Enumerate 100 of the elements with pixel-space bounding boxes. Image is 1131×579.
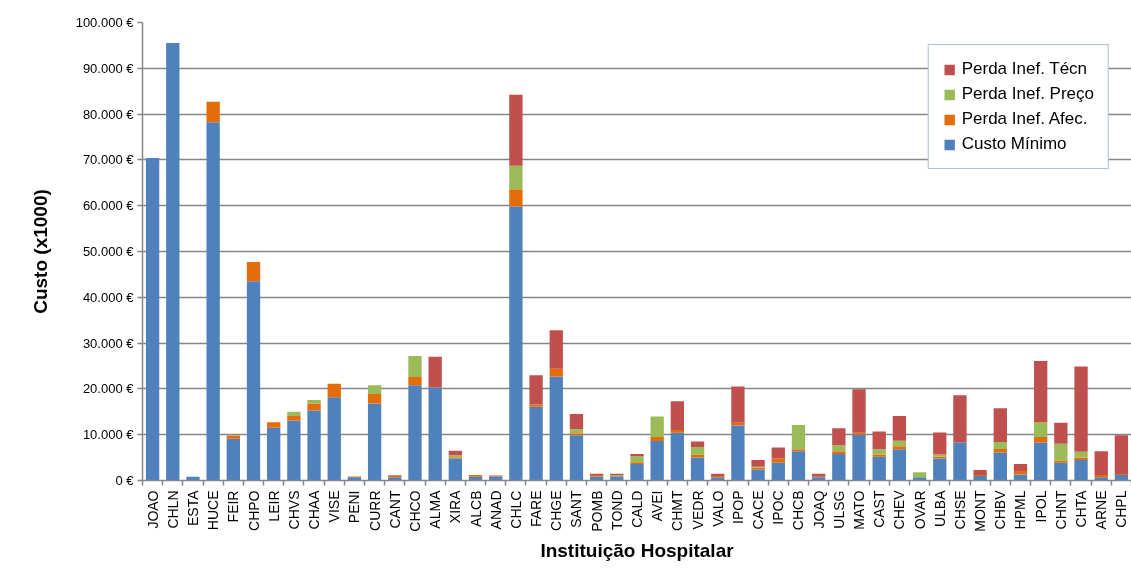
x-tick-label: IPOP [729,490,746,524]
bar [569,429,584,434]
x-tick-label: CHCO [406,490,423,532]
x-tick-label: ESTA [184,489,201,527]
x-tick-label: ANAD [487,490,504,530]
bar [307,403,321,411]
bar [751,469,765,481]
x-tick-label: CALD [629,490,645,528]
bar [690,454,705,458]
bar [650,436,664,442]
x-tick-label: SANT [568,490,585,528]
bar [892,446,907,450]
legend-label: Perda Inef. Afec. [961,109,1088,129]
bar [690,457,705,481]
bar [973,469,987,475]
bar [327,383,341,398]
bar [912,477,927,481]
x-axis-title: Instituição Hospitalar [540,539,735,561]
x-tick-label: CHSE [951,490,968,530]
bar [993,442,1007,449]
bar [791,451,806,481]
bar [589,476,604,481]
bar [731,386,745,423]
x-tick-label: CHLC [507,490,524,529]
y-tick-label: 50.000 € [82,244,135,259]
bar [307,399,321,404]
bar [933,432,947,455]
bar [650,416,664,437]
y-tick-label: 80.000 € [82,106,135,122]
bar [1094,451,1108,475]
bar [529,375,543,405]
x-tick-label: CHMT [669,490,686,531]
x-tick-label: IPOL [1032,490,1049,523]
bar [206,122,220,481]
bar [650,441,664,481]
bar [670,401,685,431]
x-tick-label: CHGE [548,490,565,531]
x-tick-label: ALMA [427,489,444,529]
y-tick-label: 20.000 € [82,381,135,397]
x-tick-label: CACE [750,490,767,530]
bar [852,434,866,481]
x-tick-label: CHEV [891,489,908,530]
x-tick-label: CHPL [1113,490,1130,528]
x-tick-label: FEIR [225,490,242,523]
bar [206,101,220,123]
bar [872,449,886,455]
y-tick-label: 60.000 € [82,198,135,214]
bar [267,427,281,481]
y-tick-label: 70.000 € [82,152,135,168]
x-tick-label: XIRA [447,489,464,524]
bar [529,404,543,407]
x-tick-label: VEDR [689,490,706,530]
bar [1114,435,1129,475]
x-tick-label: OVAR [911,490,928,530]
bar [509,206,523,481]
x-tick-label: ALCB [467,490,484,528]
bar [993,448,1007,453]
bar [367,403,382,481]
bar [569,435,584,481]
bar [549,330,563,369]
bar [832,428,846,446]
bar [1054,422,1068,444]
bar [408,355,422,377]
bar [509,94,523,166]
x-tick-label: CHBV [992,489,1009,530]
bar [690,447,705,455]
x-tick-label: CAST [871,490,888,528]
bar [1054,443,1068,461]
bar [771,458,785,463]
x-tick-label: VALO [709,490,726,527]
x-tick-label: HPML [1012,490,1029,530]
bar [166,43,180,481]
bar [953,395,967,443]
bar [832,453,846,481]
bar [246,281,261,481]
x-tick-label: AVEI [649,490,666,522]
x-tick-label: TOND [608,490,625,530]
bar [933,458,947,481]
bar [549,376,563,481]
bar [509,165,523,190]
x-tick-label: CHVS [285,490,302,530]
y-tick-label: 100.000 € [75,15,135,30]
bar [630,456,644,463]
x-tick-label: CHTA [1073,489,1090,528]
bar [993,452,1007,481]
bar [771,447,785,459]
bar [448,458,463,481]
bar [912,472,927,478]
bar [953,442,967,481]
bar [1013,464,1028,471]
x-tick-label: MONT [972,490,989,532]
bar [569,414,584,430]
bar [267,422,281,428]
bar [408,385,422,481]
bar [428,356,442,388]
x-tick-label: CURR [366,490,383,531]
bar [1074,366,1088,452]
legend-label: Perda Inef. Técn [961,59,1088,79]
bar [1034,360,1048,423]
bar [630,453,644,457]
